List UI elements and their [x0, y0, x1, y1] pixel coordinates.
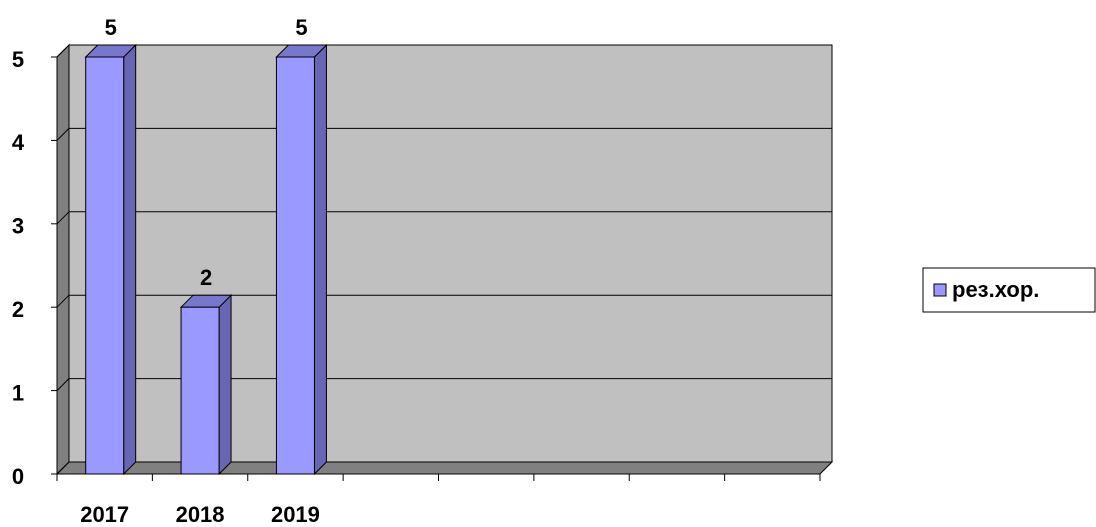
y-tick-label: 4	[12, 130, 25, 155]
grid-line	[56, 294, 70, 308]
x-tick-label: 2017	[80, 502, 129, 527]
floor	[55, 461, 834, 475]
data-label: 5	[295, 15, 307, 40]
y-tick-label: 3	[12, 214, 24, 239]
bar	[275, 56, 315, 475]
bar-side	[123, 43, 137, 476]
y-tick-label: 0	[12, 464, 24, 489]
legend-swatch	[933, 283, 947, 297]
grid-line	[56, 44, 70, 58]
x-tick-label: 2019	[271, 502, 320, 527]
y-tick-label: 2	[12, 297, 24, 322]
legend: рез.хор.	[922, 267, 1096, 313]
bar-side	[218, 293, 232, 476]
bar	[180, 306, 220, 475]
side-wall	[56, 43, 70, 476]
grid-line	[56, 378, 70, 391]
legend-label: рез.хор.	[952, 277, 1039, 302]
y-tick-label: 5	[12, 47, 24, 72]
grid-line	[56, 128, 70, 141]
data-label: 5	[105, 15, 117, 40]
grid-line	[56, 461, 70, 475]
bar	[85, 56, 125, 475]
data-label: 2	[200, 265, 212, 290]
legend-box	[922, 267, 1096, 313]
x-tick-label: 2018	[176, 502, 225, 527]
y-tick-label: 1	[12, 380, 24, 405]
bar-side	[313, 43, 327, 476]
grid-line	[56, 211, 70, 225]
